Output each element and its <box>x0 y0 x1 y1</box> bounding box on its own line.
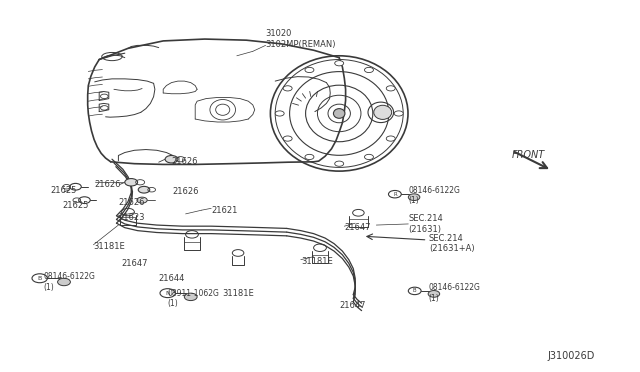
Text: 21623: 21623 <box>118 213 145 222</box>
Circle shape <box>305 154 314 160</box>
Circle shape <box>283 136 292 141</box>
Text: J310026D: J310026D <box>547 352 595 361</box>
Text: 21644: 21644 <box>159 274 185 283</box>
Text: 08146-6122G
(1): 08146-6122G (1) <box>408 186 460 205</box>
Text: 08146-6122G
(1): 08146-6122G (1) <box>44 272 95 292</box>
Circle shape <box>138 186 150 193</box>
Circle shape <box>165 155 178 163</box>
Circle shape <box>184 293 197 301</box>
Circle shape <box>408 194 420 201</box>
Text: 31020
3102MP(REMAN): 31020 3102MP(REMAN) <box>266 29 336 49</box>
Text: 08146-6122G
(1): 08146-6122G (1) <box>429 283 481 303</box>
Circle shape <box>335 61 344 66</box>
Circle shape <box>365 154 374 160</box>
Text: B: B <box>413 288 417 294</box>
Text: 31181E: 31181E <box>93 242 125 251</box>
Circle shape <box>137 197 147 203</box>
Circle shape <box>305 67 314 73</box>
Text: 21621: 21621 <box>211 206 237 215</box>
Text: B: B <box>38 276 42 281</box>
Text: 21647: 21647 <box>339 301 365 310</box>
Circle shape <box>58 278 70 286</box>
Circle shape <box>387 86 396 91</box>
Text: 21647: 21647 <box>344 223 371 232</box>
Circle shape <box>428 291 440 297</box>
Circle shape <box>125 179 138 186</box>
Circle shape <box>335 161 344 166</box>
Text: 21626: 21626 <box>95 180 121 189</box>
Circle shape <box>394 111 403 116</box>
Ellipse shape <box>374 105 392 119</box>
Text: 31181E: 31181E <box>223 289 255 298</box>
Ellipse shape <box>333 109 345 118</box>
Text: 21625: 21625 <box>63 201 89 210</box>
Circle shape <box>365 67 374 73</box>
Text: SEC.214
(21631): SEC.214 (21631) <box>408 214 443 234</box>
Text: 08911-1062G
(1): 08911-1062G (1) <box>168 289 220 308</box>
Circle shape <box>283 86 292 91</box>
Text: 31181E: 31181E <box>301 257 333 266</box>
Text: SEC.214
(21631+A): SEC.214 (21631+A) <box>429 234 474 253</box>
Circle shape <box>387 136 396 141</box>
Text: FRONT: FRONT <box>512 151 545 160</box>
Text: 21626: 21626 <box>173 187 199 196</box>
Text: 21625: 21625 <box>50 186 76 195</box>
Text: R: R <box>393 192 397 197</box>
Text: 21626: 21626 <box>118 198 145 207</box>
Text: 21647: 21647 <box>122 259 148 268</box>
Circle shape <box>275 111 284 116</box>
Text: 21626: 21626 <box>172 157 198 166</box>
Text: N: N <box>165 291 170 296</box>
